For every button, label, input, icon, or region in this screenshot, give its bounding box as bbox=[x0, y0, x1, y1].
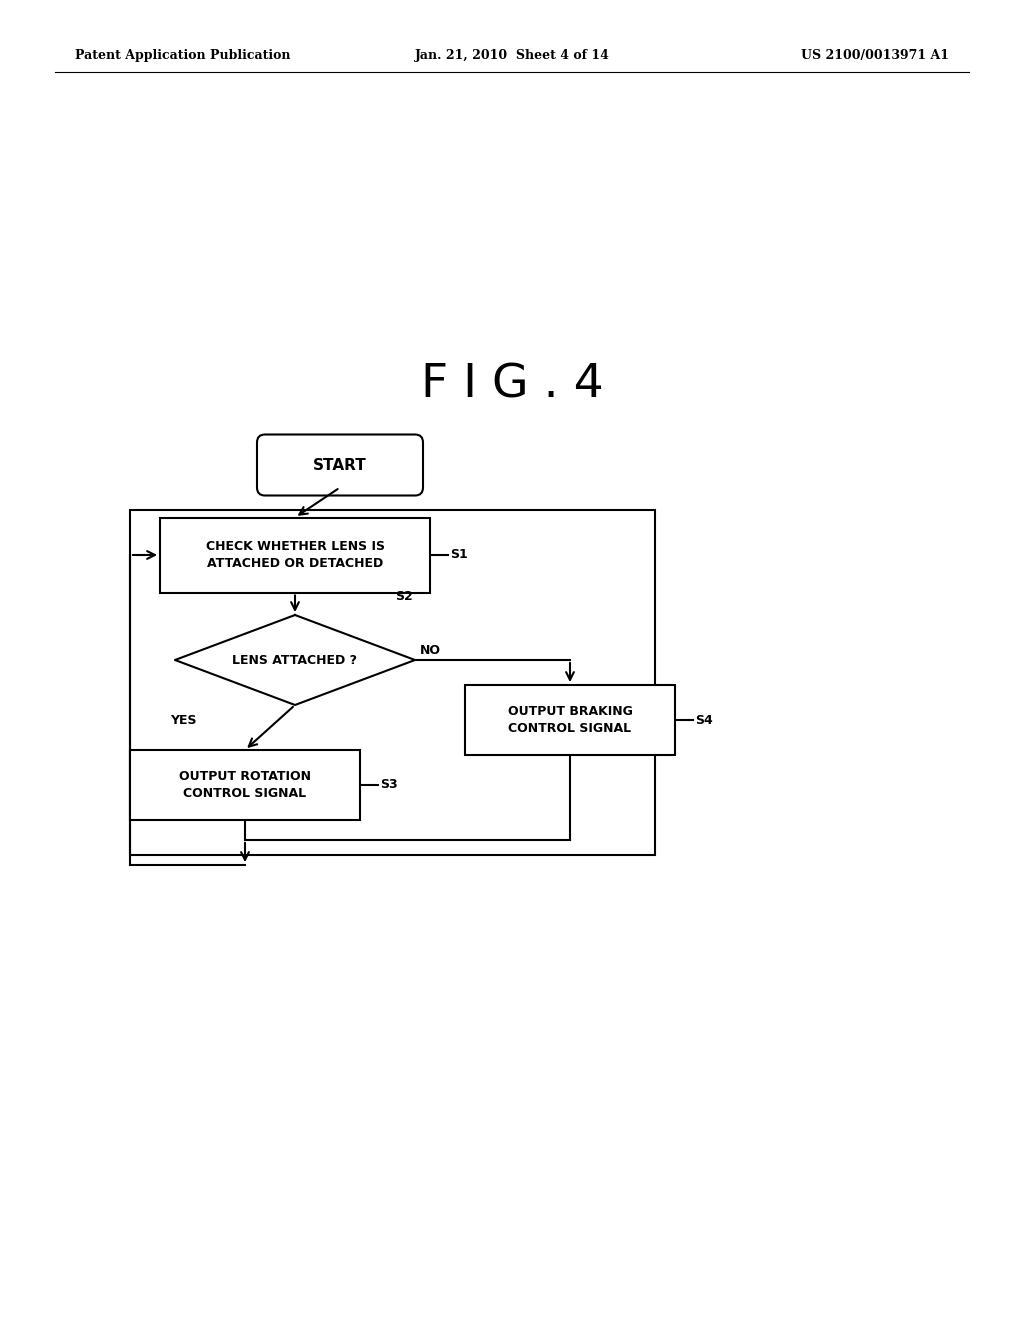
Text: S1: S1 bbox=[450, 549, 468, 561]
Text: S2: S2 bbox=[395, 590, 413, 603]
Text: F I G . 4: F I G . 4 bbox=[421, 363, 603, 408]
Text: S4: S4 bbox=[695, 714, 713, 726]
Bar bbox=[160, 517, 430, 593]
Text: Patent Application Publication: Patent Application Publication bbox=[75, 49, 291, 62]
Bar bbox=[465, 685, 675, 755]
Text: S3: S3 bbox=[380, 779, 397, 792]
Polygon shape bbox=[175, 615, 415, 705]
Text: LENS ATTACHED ?: LENS ATTACHED ? bbox=[232, 653, 357, 667]
Bar bbox=[130, 510, 655, 855]
FancyBboxPatch shape bbox=[257, 434, 423, 495]
Text: Jan. 21, 2010  Sheet 4 of 14: Jan. 21, 2010 Sheet 4 of 14 bbox=[415, 49, 609, 62]
Text: OUTPUT BRAKING
CONTROL SIGNAL: OUTPUT BRAKING CONTROL SIGNAL bbox=[508, 705, 633, 735]
Bar bbox=[130, 750, 360, 820]
Text: OUTPUT ROTATION
CONTROL SIGNAL: OUTPUT ROTATION CONTROL SIGNAL bbox=[179, 770, 311, 800]
Text: YES: YES bbox=[170, 714, 197, 726]
Text: START: START bbox=[313, 458, 367, 473]
Text: CHECK WHETHER LENS IS
ATTACHED OR DETACHED: CHECK WHETHER LENS IS ATTACHED OR DETACH… bbox=[206, 540, 384, 570]
Text: NO: NO bbox=[420, 644, 441, 656]
Text: US 2100/0013971 A1: US 2100/0013971 A1 bbox=[801, 49, 949, 62]
